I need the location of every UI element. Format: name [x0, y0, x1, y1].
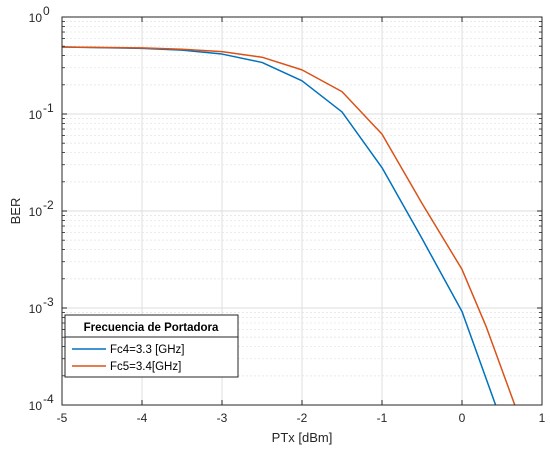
x-tick-labels: -5 -4 -3 -2 -1 0 1: [57, 411, 546, 425]
x-tick-label: -4: [137, 411, 148, 425]
x-tick-label: 0: [459, 411, 466, 425]
y-tick-label: 10: [29, 302, 43, 316]
y-tick-exponent: -4: [43, 392, 54, 406]
legend-title: Frecuencia de Portadora: [84, 322, 219, 334]
x-tick-label: 1: [539, 411, 546, 425]
series-line-0: [62, 46, 497, 405]
y-tick-exponent: -1: [43, 101, 54, 115]
y-tick-label: 10: [29, 108, 43, 122]
legend-label-fc5: Fc5=3.4[GHz]: [110, 361, 181, 373]
y-tick-exponent: -2: [43, 198, 54, 212]
legend-label-fc4: Fc4=3.3 [GHz]: [110, 344, 184, 356]
series-line-1: [62, 46, 516, 405]
y-tick-exponent: 0: [43, 4, 50, 18]
x-tick-label: -2: [297, 411, 308, 425]
x-tick-label: -1: [377, 411, 388, 425]
x-tick-label: -3: [217, 411, 228, 425]
y-tick-exponent: -3: [43, 295, 54, 309]
y-axis-label: BER: [8, 198, 23, 225]
legend: Frecuencia de Portadora Fc4=3.3 [GHz] Fc…: [64, 314, 239, 378]
x-axis-label: PTx [dBm]: [272, 430, 333, 445]
y-tick-label: 10: [29, 399, 43, 413]
x-tick-label: -5: [57, 411, 68, 425]
y-tick-label: 10: [29, 205, 43, 219]
y-tick-label: 10: [29, 11, 43, 25]
ticks-layer: [61, 16, 543, 406]
series-layer: [62, 46, 516, 405]
